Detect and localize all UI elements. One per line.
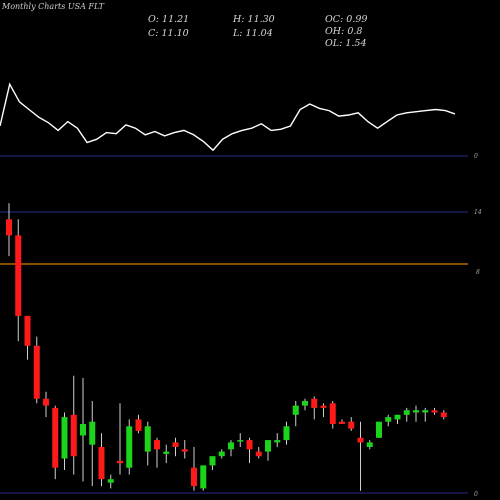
open-value: 11.21 [162, 14, 190, 25]
candle-body [52, 407, 59, 468]
oc-readout: OC: 0.99 [325, 14, 367, 25]
candle-body [302, 401, 308, 406]
open-readout: O: 11.21 [148, 14, 189, 25]
candle-body [357, 437, 364, 443]
candle-body [80, 424, 86, 436]
candle-body [61, 417, 68, 459]
candle-body [348, 421, 355, 429]
candle-body [163, 451, 170, 454]
candle-body [228, 442, 234, 450]
oc-value: 0.99 [346, 14, 368, 25]
close-readout: C: 11.10 [148, 28, 189, 39]
candle-body [274, 440, 281, 443]
high-value: 11.30 [247, 14, 275, 25]
candle-body [135, 419, 142, 431]
candle-body [70, 414, 77, 457]
candle-body [366, 442, 373, 447]
candle-body [209, 456, 216, 466]
candle-body [329, 403, 336, 424]
candle-body [403, 410, 410, 415]
candle-body [154, 440, 160, 450]
low-value: 11.04 [245, 28, 273, 39]
oc-label: OC: [325, 14, 344, 25]
oh-value: 0.8 [347, 26, 363, 37]
candle-body [422, 410, 429, 413]
candle-body [237, 440, 244, 442]
ol-label: OL: [325, 38, 343, 49]
ol-value: 1.54 [345, 38, 367, 49]
candle-body [394, 414, 401, 420]
low-readout: L: 11.04 [233, 28, 273, 39]
candle-body [311, 398, 318, 408]
candle-body [172, 442, 179, 447]
candle-body [15, 235, 22, 316]
candle-body [283, 426, 290, 441]
candle-body [24, 315, 31, 346]
candle-body [339, 421, 345, 424]
candle-body [191, 467, 197, 487]
candle-body [181, 449, 188, 452]
chart-title: Monthly Charts USA FLT [2, 2, 104, 11]
low-label: L: [233, 28, 243, 39]
close-value: 11.10 [161, 28, 189, 39]
ol-readout: OL: 1.54 [325, 38, 367, 49]
candle-body [218, 451, 225, 457]
indicator-line [0, 82, 456, 152]
candle-body [107, 479, 114, 483]
candle-body [255, 451, 262, 457]
indicator-axis-label: 0 [474, 153, 478, 160]
candle-body [98, 447, 105, 480]
candle-body [413, 410, 419, 413]
candle-body [117, 460, 123, 464]
candle-body [431, 410, 438, 413]
oh-label: OH: [325, 26, 345, 37]
candles-group [6, 203, 447, 491]
candle-body [320, 405, 327, 408]
candle-body [126, 426, 133, 468]
candle-body [246, 440, 253, 450]
close-label: C: [148, 28, 159, 39]
candle-body [440, 412, 447, 418]
oh-readout: OH: 0.8 [325, 26, 362, 37]
candle-body [385, 417, 392, 422]
mid-axis-label: 8 [476, 269, 480, 276]
candle-body [144, 426, 151, 452]
high-readout: H: 11.30 [233, 14, 275, 25]
open-label: O: [148, 14, 159, 25]
upper-axis-label: 14 [474, 209, 482, 216]
high-label: H: [233, 14, 245, 25]
candle-body [6, 219, 12, 236]
candle-body [292, 405, 299, 415]
candle-body [43, 398, 49, 406]
candle-body [33, 345, 40, 399]
bottom-axis-label: 0 [474, 491, 478, 498]
candle-body [265, 440, 271, 452]
candle-body [89, 421, 96, 445]
candle-body [200, 465, 207, 489]
candle-body [376, 421, 382, 438]
